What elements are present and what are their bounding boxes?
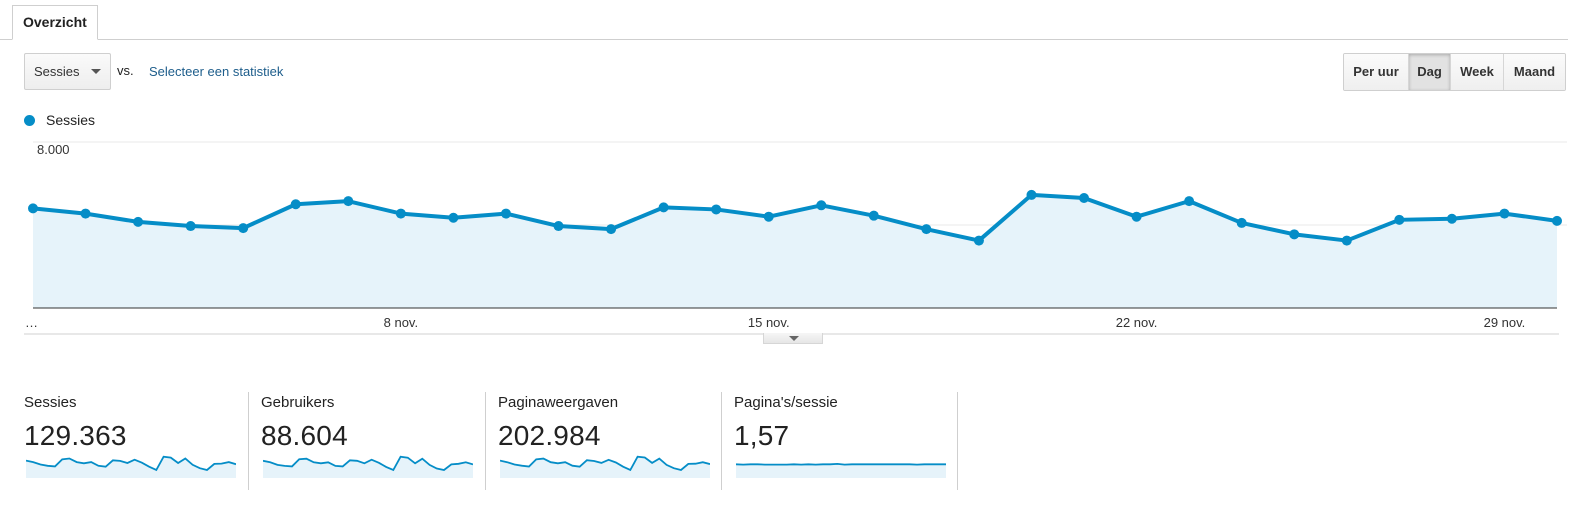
x-tick-label: …	[25, 315, 38, 330]
expand-chart-button[interactable]	[763, 333, 823, 344]
scorecard-divider	[485, 392, 486, 490]
scorecard-divider	[957, 392, 958, 490]
legend-label: Sessies	[46, 112, 96, 128]
tab-bar: Overzicht	[0, 0, 1579, 40]
data-point	[868, 210, 879, 221]
sparkline-fill	[26, 456, 236, 478]
scorecard-value: 202.984	[498, 420, 601, 451]
data-point	[290, 199, 301, 210]
data-point	[1079, 193, 1090, 204]
sparkline-fill	[736, 463, 946, 478]
metric-select-label: Sessies	[34, 64, 80, 79]
data-point	[1552, 215, 1562, 226]
data-point	[448, 212, 459, 223]
tab-bar-divider	[0, 39, 1568, 40]
scorecard-label: Pagina's/sessie	[734, 394, 838, 411]
scorecard-paginas-per-sessie[interactable]: Pagina's/sessie 1,57	[721, 392, 958, 490]
data-point	[343, 196, 354, 207]
x-tick-label: 22 nov.	[1116, 315, 1158, 330]
sparkline-line	[263, 455, 473, 472]
sparkline-paginaweergaven	[500, 455, 710, 478]
scorecard-sessies[interactable]: Sessies 129.363	[24, 392, 248, 490]
granularity-month-button[interactable]: Maand	[1503, 54, 1565, 90]
granularity-toggle: Per uur Dag Week Maand	[1343, 53, 1566, 91]
y-tick-label: 8.000	[37, 142, 70, 157]
scorecard-paginaweergaven[interactable]: Paginaweergaven 202.984	[485, 392, 722, 490]
granularity-day-button[interactable]: Dag	[1408, 54, 1450, 90]
sparkline-gebruikers	[263, 455, 473, 478]
data-point	[711, 204, 722, 215]
scorecard-gebruikers[interactable]: Gebruikers 88.604	[248, 392, 485, 490]
vs-label: vs.	[117, 63, 134, 78]
sparkline-fill	[500, 456, 710, 478]
data-point	[238, 223, 249, 234]
select-metric-link[interactable]: Selecteer een statistiek	[149, 64, 284, 79]
sparkline-line	[736, 462, 946, 466]
x-tick-label: 29 nov.	[1484, 315, 1526, 330]
data-point	[1131, 211, 1142, 222]
sparkline-sessies	[26, 455, 236, 478]
data-point	[133, 216, 144, 227]
series-line-sessies	[32, 192, 1558, 243]
data-point	[28, 203, 38, 214]
data-point	[553, 221, 564, 232]
scorecard-label: Paginaweergaven	[498, 394, 619, 411]
x-tick-label: 15 nov.	[748, 315, 790, 330]
granularity-hourly-button[interactable]: Per uur	[1344, 54, 1408, 90]
data-point	[763, 211, 774, 222]
data-point	[1446, 213, 1457, 224]
data-point	[973, 235, 984, 246]
scorecard-label: Sessies	[24, 394, 77, 411]
data-point	[1184, 196, 1195, 207]
data-point	[500, 208, 511, 219]
chevron-down-icon	[91, 69, 101, 74]
scorecard-label: Gebruikers	[261, 394, 335, 411]
data-point	[1341, 235, 1352, 246]
data-point	[80, 208, 91, 219]
scorecard-divider	[248, 392, 249, 490]
data-point	[606, 224, 617, 235]
scorecard-value: 129.363	[24, 420, 127, 451]
metric-select[interactable]: Sessies	[24, 53, 111, 90]
chevron-down-icon	[789, 336, 799, 341]
sparkline-paginas-per-sessie	[736, 462, 946, 478]
data-point	[1394, 214, 1405, 225]
tab-overzicht[interactable]: Overzicht	[12, 5, 98, 40]
area-fill	[33, 194, 1557, 308]
x-tick-label: 8 nov.	[384, 315, 418, 330]
legend-dot-icon	[24, 114, 35, 126]
chart-legend: Sessies	[24, 112, 95, 128]
sparkline-line	[500, 455, 710, 472]
sparkline-fill	[263, 456, 473, 478]
data-point	[1236, 217, 1247, 228]
data-point	[658, 202, 669, 213]
data-point	[395, 208, 406, 219]
data-point	[816, 200, 827, 211]
data-point	[185, 221, 196, 232]
scorecard-value: 88.604	[261, 420, 348, 451]
sparkline-line	[26, 455, 236, 472]
data-point	[921, 224, 932, 235]
granularity-week-button[interactable]: Week	[1450, 54, 1503, 90]
scorecard-value: 1,57	[734, 420, 790, 451]
data-point	[1289, 229, 1300, 240]
data-point	[1499, 208, 1510, 219]
sessions-chart: 8.0004.000…8 nov.15 nov.22 nov.29 nov.	[24, 141, 1567, 335]
scorecard-divider	[721, 392, 722, 490]
data-point	[1026, 189, 1037, 200]
